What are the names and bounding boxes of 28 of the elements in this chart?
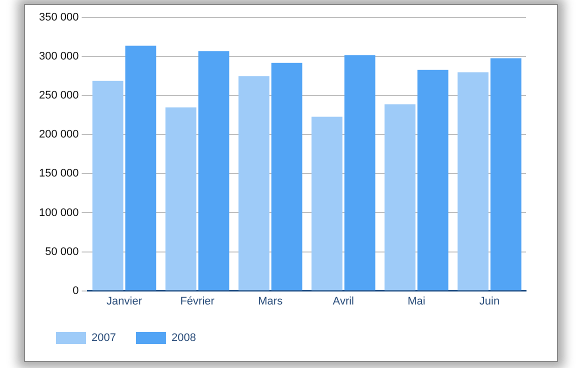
x-tick-label: Mai [408, 295, 426, 308]
bar [312, 116, 342, 290]
y-tick-label: 350 000 [38, 12, 79, 24]
bar [344, 55, 376, 290]
y-tick-label: 150 000 [38, 168, 79, 180]
y-tick-label: 50 000 [45, 246, 79, 258]
bar [165, 107, 196, 290]
x-tick-label: Mars [258, 295, 284, 308]
bar [125, 46, 156, 290]
x-tick-label: Février [180, 295, 215, 308]
x-tick-label: Janvier [106, 295, 142, 308]
bar [458, 72, 488, 290]
bar [238, 76, 270, 290]
bar [384, 104, 416, 290]
x-tick-label: Avril [332, 295, 354, 308]
legend-label: 2008 [171, 332, 196, 344]
bar [417, 70, 448, 290]
x-tick-label: Juin [479, 295, 500, 308]
y-tick-label: 300 000 [38, 50, 79, 63]
bar [92, 80, 124, 290]
y-tick-label: 100 000 [38, 206, 79, 219]
bar [271, 62, 302, 290]
y-tick-label: 200 000 [38, 128, 79, 141]
bar [198, 51, 230, 290]
legend-label: 2007 [92, 332, 116, 344]
bar [490, 58, 522, 290]
y-tick-label: 0 [72, 284, 79, 297]
y-tick-label: 250 000 [38, 90, 79, 102]
